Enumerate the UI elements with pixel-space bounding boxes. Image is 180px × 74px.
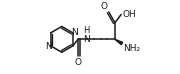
Text: NH₂: NH₂ xyxy=(123,44,140,53)
Text: N: N xyxy=(46,42,52,51)
Text: N: N xyxy=(83,35,90,44)
Text: H: H xyxy=(84,26,90,35)
Text: N: N xyxy=(71,28,78,36)
Text: O: O xyxy=(75,58,81,67)
Polygon shape xyxy=(115,39,123,45)
Text: O: O xyxy=(100,2,107,11)
Text: OH: OH xyxy=(122,10,136,18)
